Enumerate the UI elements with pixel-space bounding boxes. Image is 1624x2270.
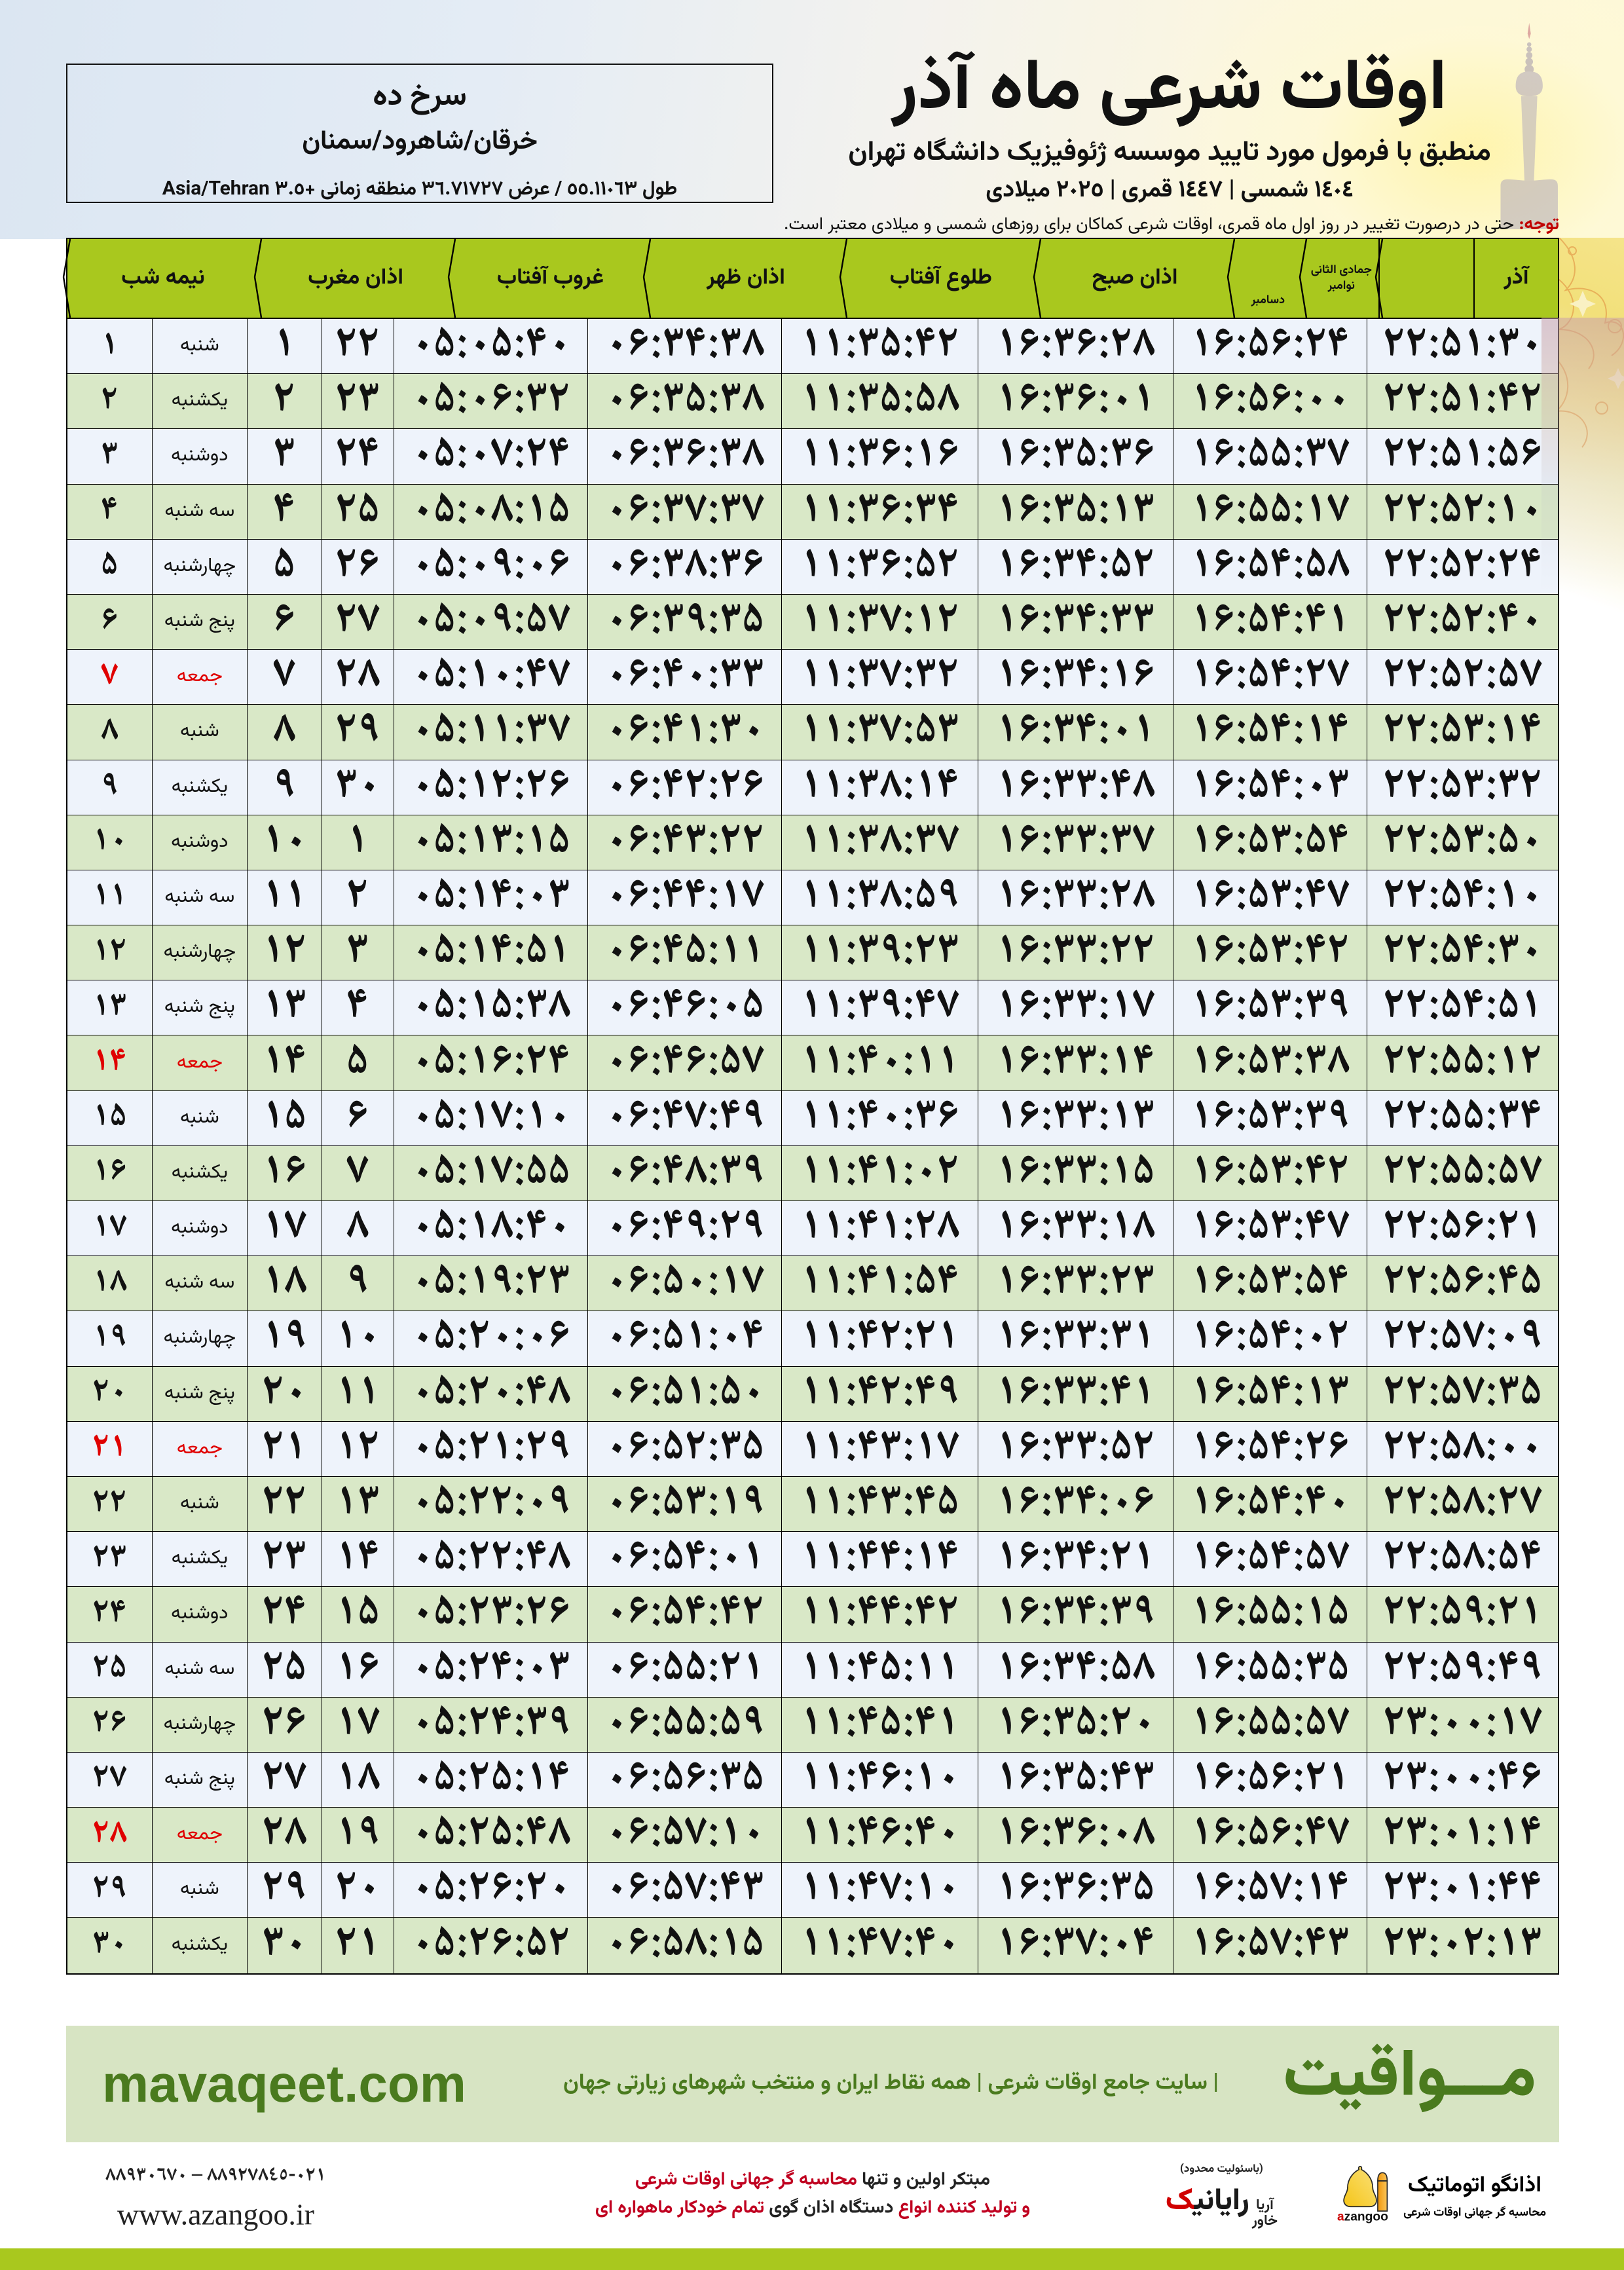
svg-text:azangoo: azangoo bbox=[1337, 2210, 1388, 2223]
